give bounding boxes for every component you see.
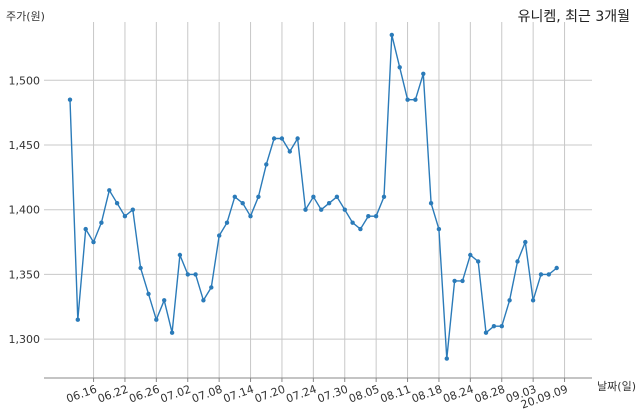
axes (44, 377, 592, 382)
y-tick-labels: 1,300 1,350 1,400 1,450 1,500 (9, 74, 41, 346)
x-tick-label: 06.26 (127, 383, 161, 406)
x-tick-label: 07.08 (190, 383, 224, 406)
data-point (460, 278, 465, 284)
data-point (201, 298, 206, 303)
data-point (373, 214, 379, 219)
data-point (342, 207, 347, 212)
series-layer (67, 32, 559, 361)
x-tick-label: 07.24 (284, 383, 318, 406)
data-point (483, 330, 489, 335)
data-point (452, 278, 457, 284)
data-point (499, 324, 504, 329)
y-tick-label: 1,300 (9, 333, 41, 346)
x-tick-label: 07.14 (222, 383, 256, 406)
data-point (240, 201, 245, 206)
y-tick-label: 1,350 (9, 268, 41, 281)
data-point (554, 265, 559, 271)
x-tick-labels: 06.1606.2206.2607.0207.0807.1407.2007.24… (65, 383, 570, 412)
data-point (99, 220, 104, 225)
data-point (279, 136, 285, 141)
x-axis-label: 날짜(일) (597, 380, 636, 393)
data-point (523, 239, 528, 245)
x-tick-label: 08.18 (410, 383, 444, 406)
data-point (546, 272, 551, 277)
data-point (319, 207, 324, 212)
data-point (303, 207, 308, 212)
data-point (389, 32, 394, 38)
data-point (107, 188, 112, 193)
data-point (193, 272, 198, 277)
data-point (507, 298, 512, 303)
data-point (413, 97, 418, 102)
data-point (169, 330, 175, 335)
data-point (358, 226, 363, 232)
chart-title: 유니켐, 최근 3개월 (517, 9, 630, 25)
data-point (75, 317, 81, 322)
data-point (217, 233, 222, 238)
data-point (530, 298, 536, 303)
data-point (350, 220, 355, 225)
data-point (405, 97, 410, 102)
x-tick-label: 08.24 (441, 383, 475, 406)
data-point (209, 285, 214, 290)
data-point (248, 214, 253, 219)
data-point (397, 65, 402, 70)
data-point (177, 252, 183, 258)
data-point (271, 136, 277, 141)
data-point (436, 226, 442, 232)
data-point (67, 97, 73, 102)
data-point (295, 136, 300, 141)
data-point (538, 272, 544, 277)
data-point (444, 356, 449, 361)
data-point (421, 71, 426, 77)
grid-lines (44, 22, 592, 378)
data-point (138, 265, 143, 271)
data-point (287, 149, 292, 154)
data-point (334, 194, 340, 199)
x-tick-label: 07.20 (253, 383, 287, 406)
data-point (326, 201, 332, 206)
data-point (232, 194, 237, 199)
x-tick-label: 08.28 (473, 383, 507, 406)
data-point (91, 239, 96, 245)
data-point (366, 214, 371, 219)
data-point (264, 162, 269, 167)
x-tick-label: 07.30 (316, 383, 350, 406)
data-point (224, 220, 230, 225)
data-point (130, 207, 135, 212)
data-point (256, 194, 261, 199)
x-tick-label: 06.16 (65, 383, 99, 406)
x-tick-label: 06.22 (96, 383, 130, 406)
y-tick-label: 1,400 (9, 204, 41, 217)
x-tick-label: 07.02 (159, 383, 193, 406)
data-point (154, 317, 159, 322)
data-point (185, 272, 190, 277)
data-point (114, 201, 120, 206)
data-point (146, 291, 151, 297)
x-tick-label: 08.11 (379, 383, 413, 406)
data-point (381, 194, 387, 199)
y-tick-label: 1,450 (9, 139, 41, 152)
data-point (311, 194, 316, 199)
x-tick-label: 08.05 (347, 383, 381, 406)
data-point (83, 226, 88, 232)
data-point (491, 324, 497, 329)
data-point (468, 252, 473, 258)
data-point (515, 259, 520, 264)
data-point (428, 201, 434, 206)
data-point (162, 298, 167, 303)
data-point (476, 259, 481, 264)
data-point (122, 214, 128, 219)
y-axis-label: 주가(원) (6, 10, 45, 23)
y-tick-label: 1,500 (9, 74, 41, 87)
